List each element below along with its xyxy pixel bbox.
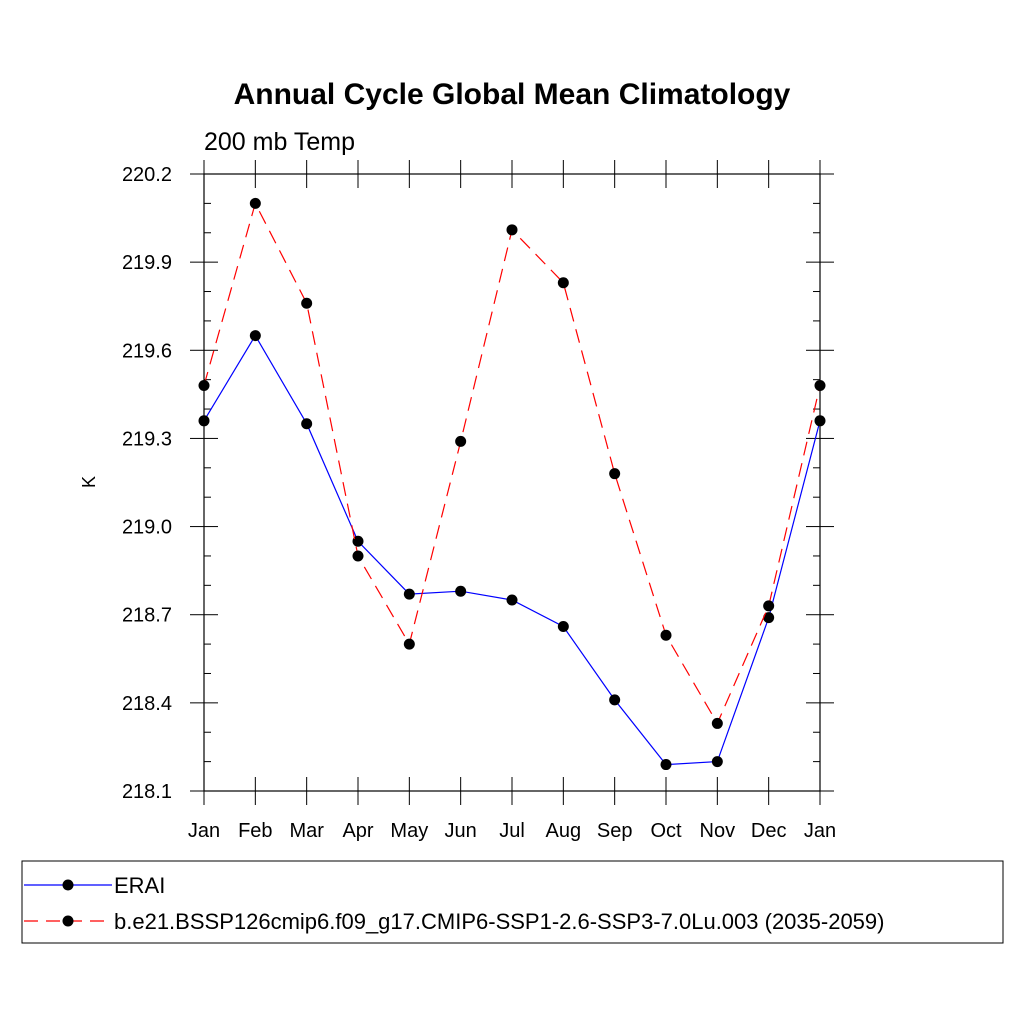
- y-tick-label: 219.6: [122, 340, 172, 362]
- y-tick-label: 219.3: [122, 428, 172, 450]
- x-tick-label: Jan: [804, 820, 836, 842]
- x-tick-label: Feb: [238, 820, 272, 842]
- x-tick-label: Aug: [546, 820, 582, 842]
- x-tick-label: Jul: [499, 820, 525, 842]
- x-tick-label: Jan: [188, 820, 220, 842]
- data-point: [352, 550, 364, 562]
- data-point: [763, 600, 775, 612]
- y-axis-label: K: [79, 476, 99, 488]
- data-point: [557, 620, 569, 632]
- x-tick-label: Jun: [445, 820, 477, 842]
- legend: ERAI b.e21.BSSP126cmip6.f09_g17.CMIP6-SSP…: [21, 860, 1004, 944]
- axis-ticks: 218.1 218.4 218.7 219.0 219.3 219.6 219.9 220.2…: [122, 160, 836, 842]
- y-tick-label: 218.4: [122, 693, 172, 715]
- series-layer: [198, 197, 826, 771]
- y-tick-label: 220.2: [122, 164, 172, 186]
- data-point: [609, 694, 621, 706]
- y-tick-label: 219.9: [122, 252, 172, 274]
- data-point: [352, 535, 364, 547]
- legend-frame: [21, 860, 1004, 944]
- data-point: [403, 588, 415, 600]
- x-tick-label: Apr: [342, 820, 373, 842]
- data-point: [814, 380, 826, 392]
- chart-title: Annual Cycle Global Mean Climatology: [234, 78, 791, 111]
- data-point: [249, 330, 261, 342]
- legend-label: b.e21.BSSP126cmip6.f09_g17.CMIP6-SSP1-2.…: [114, 909, 884, 934]
- legend-marker: [62, 879, 74, 891]
- x-tick-label: Mar: [289, 820, 324, 842]
- series-1: [198, 330, 826, 771]
- data-point: [301, 297, 313, 309]
- chart-subtitle: 200 mb Temp: [204, 128, 355, 156]
- x-tick-label: Oct: [650, 820, 682, 842]
- data-point: [506, 594, 518, 606]
- data-point: [814, 415, 826, 427]
- x-tick-label: May: [390, 820, 428, 842]
- y-tick-label: 218.7: [122, 605, 172, 627]
- y-tick-label: 218.1: [122, 781, 172, 803]
- y-tick-label: 219.0: [122, 517, 172, 539]
- data-point: [198, 415, 210, 427]
- data-point: [301, 418, 313, 430]
- legend-marker: [62, 915, 74, 927]
- x-tick-label: Dec: [751, 820, 787, 842]
- data-point: [557, 277, 569, 289]
- data-point: [455, 435, 467, 447]
- series-2: [198, 197, 826, 729]
- data-point: [660, 759, 672, 771]
- x-tick-label: Nov: [700, 820, 736, 842]
- data-point: [403, 638, 415, 650]
- data-point: [609, 468, 621, 480]
- data-point: [198, 380, 210, 392]
- data-point: [249, 197, 261, 209]
- x-tick-label: Sep: [597, 820, 633, 842]
- data-point: [711, 756, 723, 768]
- legend-label: ERAI: [114, 873, 165, 898]
- data-point: [506, 224, 518, 236]
- series-line: [203, 201, 821, 725]
- data-point: [763, 612, 775, 624]
- data-point: [660, 629, 672, 641]
- data-point: [711, 717, 723, 729]
- data-point: [455, 585, 467, 597]
